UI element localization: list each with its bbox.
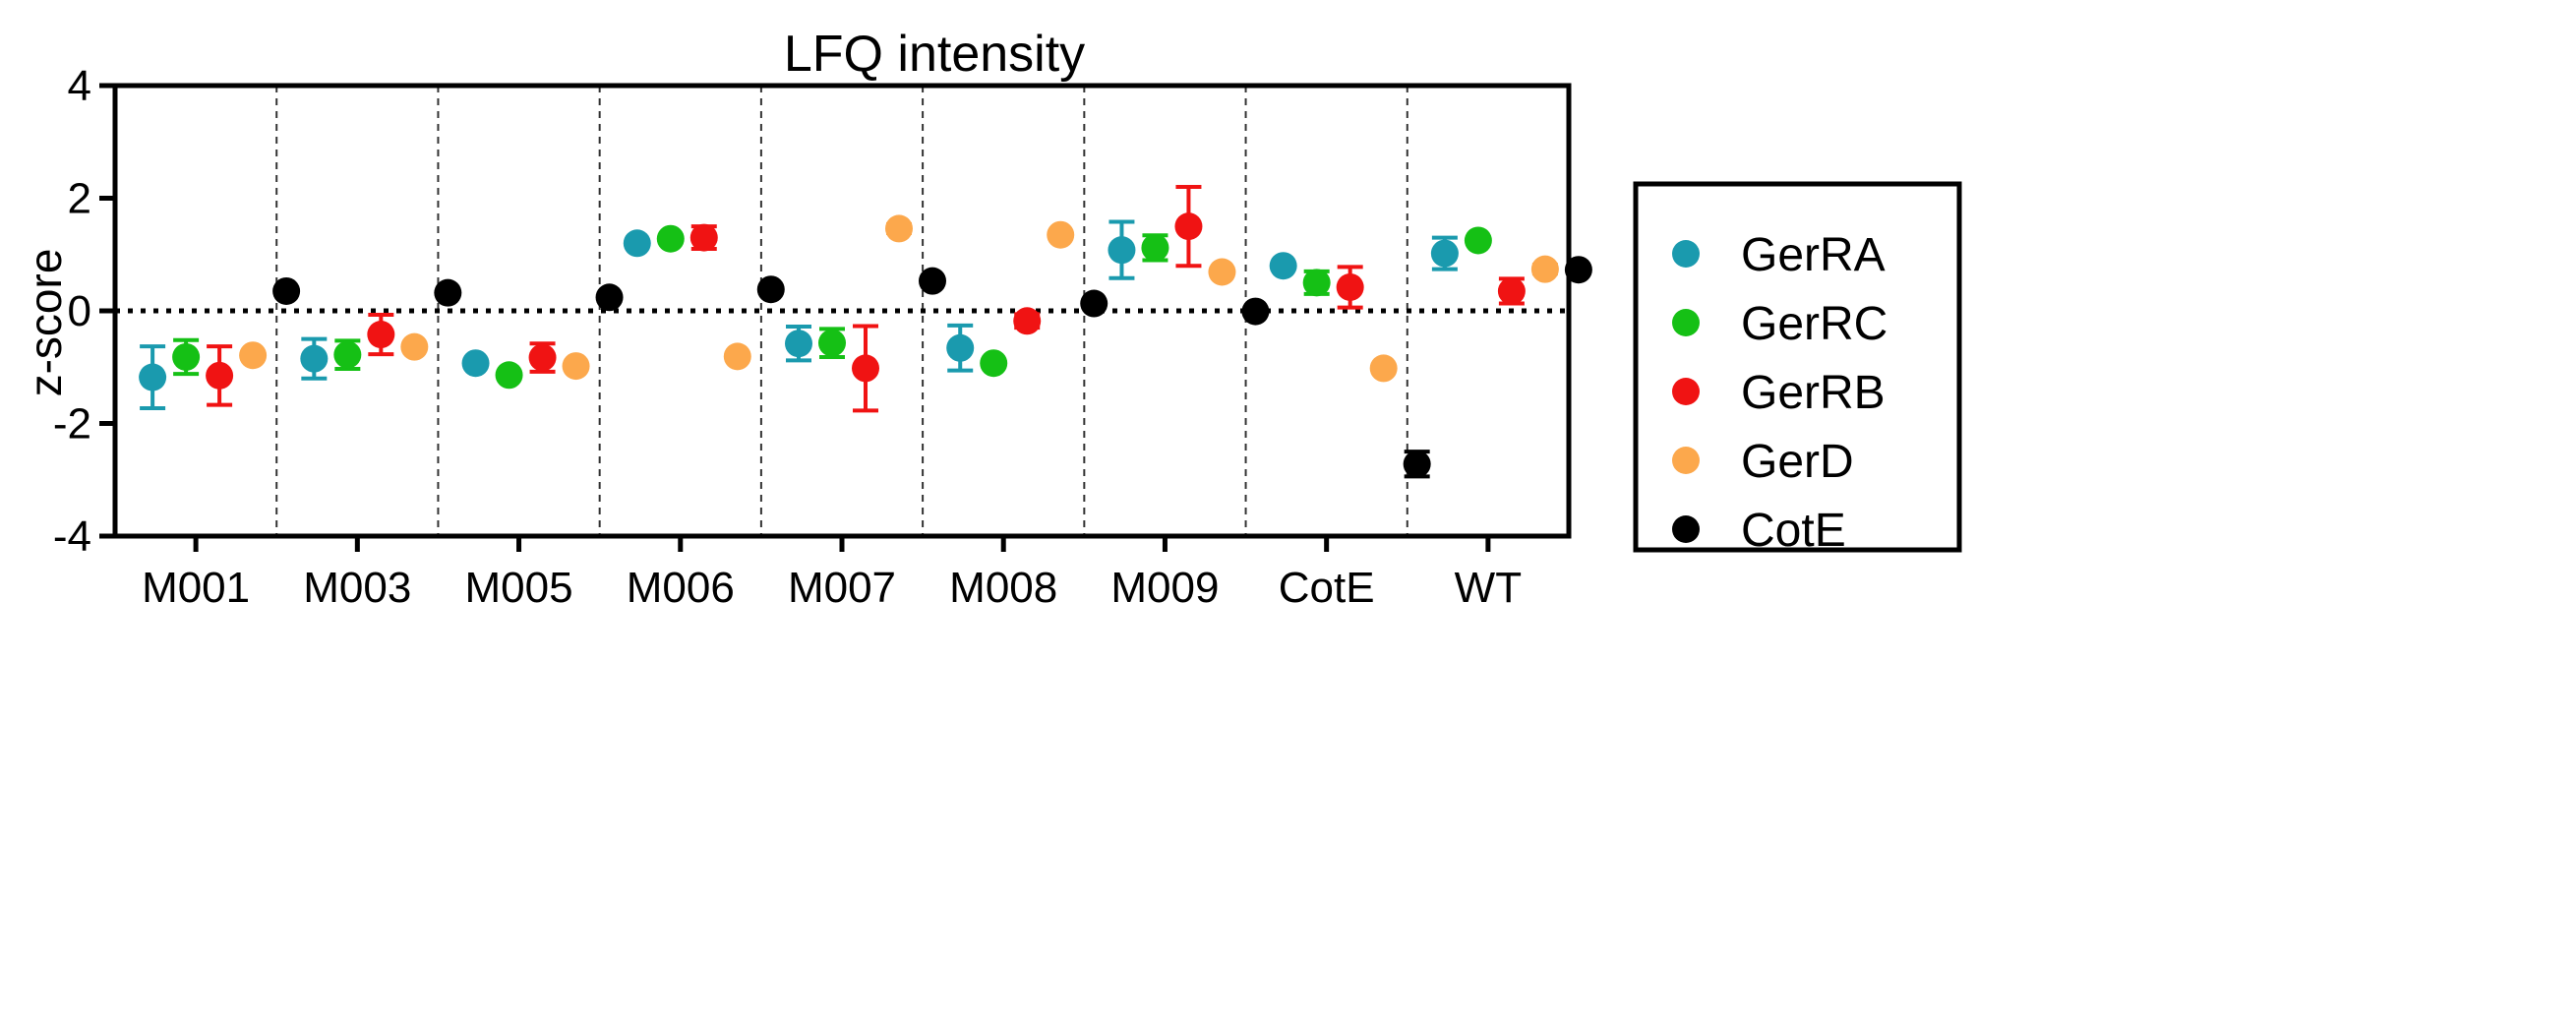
data-point-gerrc-m005 — [495, 361, 523, 390]
data-point-gerrc-m009 — [1141, 233, 1169, 262]
data-point-gerd-m005 — [562, 352, 590, 381]
data-point-gerrb-m008 — [1013, 307, 1042, 335]
data-point-cote-m003 — [434, 278, 462, 307]
data-point-gerra-m006 — [623, 229, 651, 258]
x-tick-label: M008 — [949, 564, 1057, 612]
data-point-gerrc-m001 — [172, 342, 201, 371]
x-tick-label: WT — [1455, 564, 1522, 612]
data-point-cote-m005 — [595, 283, 624, 312]
data-point-cote-wt — [1564, 256, 1592, 284]
data-point-gerrb-m006 — [689, 223, 718, 252]
data-point-gerrb-m003 — [367, 321, 395, 349]
legend-marker-gerrb — [1672, 378, 1700, 405]
legend-marker-gerra — [1672, 240, 1700, 268]
y-axis-label: z-score — [20, 249, 71, 397]
data-point-gerd-m008 — [1047, 220, 1075, 249]
data-point-gerra-m009 — [1108, 236, 1136, 265]
data-point-gerra-m003 — [300, 344, 329, 373]
data-point-gerrc-m003 — [333, 340, 362, 369]
data-point-gerra-m008 — [946, 333, 975, 362]
legend: GerRA GerRC GerRB GerD CotE — [1633, 181, 1962, 557]
y-tick-label: 0 — [68, 287, 91, 335]
x-tick-label: M006 — [627, 564, 735, 612]
x-tick-label: M005 — [465, 564, 573, 612]
data-point-cote-m009 — [1241, 297, 1270, 326]
data-point-gerra-m007 — [785, 330, 812, 358]
data-point-gerrc-m006 — [656, 224, 685, 253]
legend-label-gerd: GerD — [1741, 436, 1854, 488]
data-point-gerrc-m007 — [818, 329, 846, 357]
data-point-cote-m006 — [756, 275, 785, 304]
data-point-gerrc-cote — [1302, 269, 1331, 297]
y-tick-label: 4 — [68, 62, 91, 110]
data-point-gerrc-wt — [1464, 226, 1492, 255]
data-point-gerd-m001 — [239, 341, 268, 370]
y-tick-label: 2 — [68, 175, 91, 223]
x-tick-label: M009 — [1110, 564, 1219, 612]
data-point-gerd-m009 — [1208, 258, 1236, 286]
data-point-gerrb-m005 — [528, 343, 557, 372]
x-tick-label: M003 — [303, 564, 411, 612]
data-point-gerra-cote — [1269, 252, 1297, 280]
data-point-cote-m007 — [919, 267, 946, 295]
data-point-cote-m008 — [1080, 289, 1108, 318]
y-tick-label: -2 — [53, 400, 91, 449]
data-point-gerd-cote — [1369, 354, 1398, 383]
x-tick-label: M001 — [142, 564, 250, 612]
data-point-gerd-wt — [1530, 255, 1559, 283]
data-point-gerrb-cote — [1336, 272, 1364, 301]
data-point-gerrc-m008 — [980, 349, 1008, 378]
data-point-cote-m001 — [272, 276, 301, 305]
legend-label-gerrb: GerRB — [1741, 367, 1886, 419]
legend-label-gerrc: GerRC — [1741, 298, 1887, 350]
data-point-gerra-m001 — [139, 363, 167, 391]
data-point-gerd-m006 — [723, 342, 751, 371]
data-point-gerd-m003 — [400, 332, 429, 361]
data-point-gerrb-wt — [1497, 276, 1526, 305]
x-tick-label: M007 — [788, 564, 896, 612]
legend-marker-gerrc — [1672, 309, 1700, 336]
legend-label-cote: CotE — [1741, 505, 1846, 557]
data-point-gerra-wt — [1430, 239, 1459, 268]
y-tick-label: -4 — [53, 512, 91, 561]
data-point-gerra-m005 — [461, 349, 490, 378]
legend-label-gerra: GerRA — [1741, 229, 1886, 281]
x-tick-label: CotE — [1279, 564, 1375, 612]
data-point-cote-cote — [1403, 450, 1431, 478]
data-point-gerrb-m001 — [206, 361, 234, 390]
data-point-gerd-m007 — [885, 214, 913, 243]
data-point-gerrb-m007 — [852, 354, 879, 383]
legend-marker-gerd — [1672, 447, 1700, 474]
legend-marker-cote — [1672, 515, 1700, 543]
plot-area: 4 2 0 -2 -4 M001 M003 M005 M006 M007 M008 M009 CotE W… — [53, 62, 1592, 612]
chart-title: LFQ intensity — [784, 26, 1085, 83]
data-point-gerrb-m009 — [1174, 212, 1203, 241]
